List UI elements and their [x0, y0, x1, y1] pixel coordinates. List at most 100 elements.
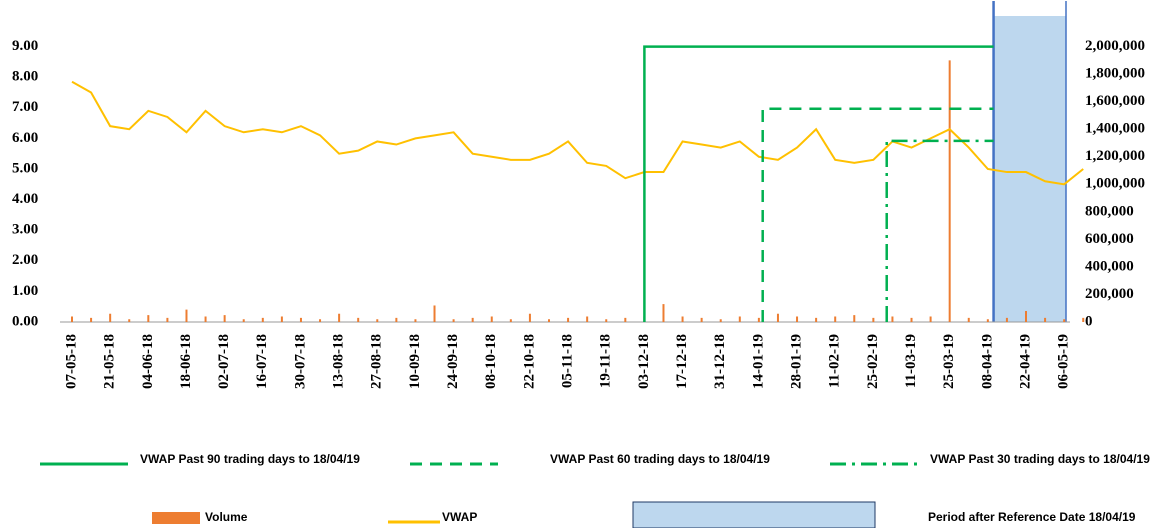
y-tick-label: 6.00: [12, 130, 38, 146]
legend-label: VWAP Past 90 trading days to 18/04/19: [140, 452, 360, 466]
volume-bar: [967, 317, 970, 322]
y2-tick-label: 200,000: [1085, 286, 1134, 302]
x-tick-label: 21-05-18: [102, 334, 118, 389]
y-tick-label: 9.00: [12, 38, 38, 54]
volume-bar: [376, 319, 379, 322]
volume-bar: [662, 304, 665, 322]
volume-bar: [452, 319, 455, 322]
x-tick-label: 24-09-18: [445, 334, 461, 389]
volume-bar: [71, 316, 73, 322]
volume-bar: [1063, 319, 1066, 322]
volume-bar: [223, 315, 226, 322]
x-tick-label: 14-01-19: [750, 334, 766, 389]
volume-bar: [357, 317, 360, 322]
volume-bar: [929, 316, 932, 322]
volume-bar: [109, 313, 112, 322]
volume-bar: [719, 319, 722, 322]
x-tick-label: 25-03-19: [941, 334, 957, 389]
volume-bar: [700, 317, 703, 322]
volume-bar: [433, 305, 436, 322]
x-tick-label: 28-01-19: [788, 334, 804, 389]
x-tick-label: 04-06-18: [140, 334, 156, 389]
volume-bar: [1005, 317, 1008, 322]
legend-label: VWAP Past 60 trading days to 18/04/19: [550, 452, 770, 466]
y-tick-label: 3.00: [12, 222, 38, 238]
x-tick-label: 27-08-18: [369, 334, 385, 389]
reference-line: [643, 45, 994, 322]
volume-bar: [948, 60, 951, 323]
legend-label: Period after Reference Date 18/04/19: [928, 510, 1136, 524]
volume-bar: [624, 317, 627, 322]
y-tick-label: 0.00: [12, 313, 38, 329]
x-tick-label: 07-05-18: [63, 334, 79, 389]
x-tick-label: 05-11-18: [560, 334, 576, 388]
x-tick-label: 17-12-18: [674, 334, 690, 389]
volume-bar: [338, 313, 341, 322]
volume-bar: [1044, 317, 1047, 322]
volume-bar: [414, 319, 417, 322]
volume-bar: [834, 316, 837, 322]
legend-label: Volume: [205, 510, 248, 524]
x-tick-label: 08-04-19: [979, 334, 995, 389]
legend-label: VWAP Past 30 trading days to 18/04/19: [930, 452, 1150, 466]
y-tick-label: 1.00: [12, 283, 38, 299]
y2-tick-label: 800,000: [1085, 203, 1134, 219]
y2-tick-label: 1,000,000: [1085, 176, 1145, 192]
y-tick-label: 8.00: [12, 69, 38, 85]
y-tick-label: 2.00: [12, 252, 38, 268]
y2-tick-label: 1,800,000: [1085, 66, 1145, 82]
y2-tick-label: 0: [1085, 313, 1093, 329]
x-tick-label: 22-10-18: [521, 334, 537, 389]
x-tick-label: 08-10-18: [483, 334, 499, 389]
shade: [993, 16, 1066, 322]
volume-bar: [757, 317, 760, 322]
volume-bar: [986, 319, 989, 322]
volume-bar: [90, 317, 93, 322]
volume-bar: [815, 317, 818, 322]
volume-bar: [853, 315, 856, 322]
volume-bar: [1025, 310, 1027, 322]
volume-bar: [395, 317, 398, 322]
volume-bar: [147, 315, 150, 322]
y2-tick-label: 1,400,000: [1085, 121, 1145, 137]
x-tick-label: 13-08-18: [331, 334, 347, 389]
volume-bar: [166, 317, 169, 322]
legend-swatch: [632, 501, 876, 528]
x-tick-label: 30-07-18: [292, 334, 308, 389]
x-tick-label: 11-02-19: [827, 334, 843, 388]
x-tick-label: 22-04-19: [1017, 334, 1033, 389]
volume-bar: [738, 316, 741, 322]
x-tick-label: 06-05-19: [1056, 334, 1072, 389]
y2-tick-label: 600,000: [1085, 231, 1134, 247]
reference-line: [885, 139, 994, 322]
volume-bar: [490, 316, 493, 322]
volume-bar: [299, 317, 302, 322]
y2-tick-label: 2,000,000: [1085, 38, 1145, 54]
x-tick-label: 31-12-18: [712, 334, 728, 389]
volume-bar: [681, 316, 684, 322]
vwap-line: [71, 80, 1084, 186]
reference-line: [761, 107, 994, 322]
volume-bar: [605, 319, 608, 322]
volume-bar: [910, 317, 913, 322]
y-tick-label: 7.00: [12, 99, 38, 115]
y2-tick-label: 1,200,000: [1085, 148, 1145, 164]
x-tick-label: 18-06-18: [178, 334, 194, 389]
x-tick-label: 19-11-18: [598, 334, 614, 388]
y-tick-label: 4.00: [12, 191, 38, 207]
volume-bar: [185, 309, 188, 322]
volume-bar: [872, 317, 875, 322]
volume-bar: [509, 319, 512, 322]
y-tick-label: 5.00: [12, 160, 38, 176]
y2-tick-label: 1,600,000: [1085, 93, 1145, 109]
volume-bar: [891, 316, 894, 322]
volume-bar: [204, 316, 207, 322]
volume-bar: [796, 316, 799, 322]
volume-bar: [548, 319, 550, 322]
volume-bar: [261, 317, 264, 322]
volume-bar: [567, 317, 570, 322]
x-tick-label: 11-03-19: [903, 334, 919, 388]
volume-bar: [1082, 317, 1085, 322]
volume-bar: [280, 316, 283, 322]
